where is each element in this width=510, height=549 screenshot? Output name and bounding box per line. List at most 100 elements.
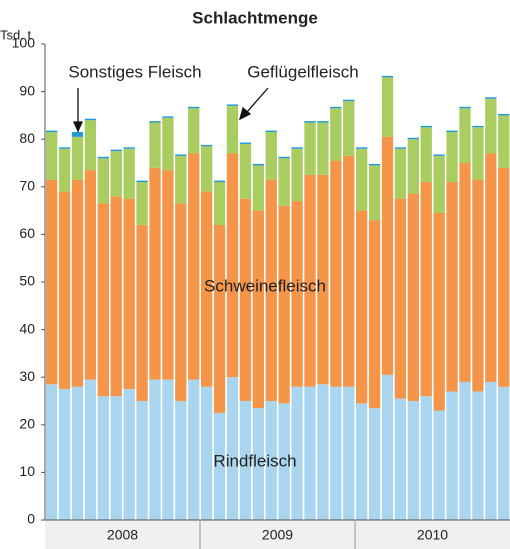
bar-segment [498,113,510,116]
bar-segment [433,410,445,520]
bar-segment [317,122,329,175]
bar-segment [356,403,368,520]
bar-segment [136,182,148,225]
bar-segment [472,391,484,520]
bar-segment [252,210,264,409]
bar-segment [330,160,342,387]
bar-segment [407,139,419,194]
bar-segment [84,170,97,380]
bar-segment [446,130,458,133]
bar-segment [343,99,355,102]
bar-segment [175,401,187,520]
bar-segment [175,203,187,401]
arrow-head [238,106,252,121]
bar-segment [433,154,445,156]
bar-segment [278,403,290,520]
bar-segment [110,196,122,397]
bar-segment [356,148,368,211]
bar-segment [459,163,471,382]
bar-segment [420,127,432,183]
annotation: Sonstiges Fleisch [68,62,201,81]
bar-segment [46,384,58,520]
y-tick-label: 100 [12,35,36,51]
bar-segment [472,125,484,128]
bar-segment [498,386,510,520]
bar-segment [58,389,71,520]
bar-segment [97,396,109,520]
bar-segment [265,132,277,180]
bar-segment [446,391,458,520]
bar-segment [278,156,290,159]
bar-segment [149,121,161,123]
bar-segment [226,105,239,154]
bar-segment [110,151,122,197]
bar-segment [97,158,109,204]
bar-segment [58,148,71,192]
bar-segment [278,205,290,404]
bar-segment [123,147,135,149]
bar-segment [368,165,381,221]
bar-segment [265,401,277,520]
y-tick-label: 70 [19,178,35,194]
bar-segment [265,179,277,401]
y-tick-label: 60 [19,225,35,241]
bar-segment [343,101,355,156]
bar-segment [226,104,239,106]
x-group-label: 2009 [262,527,293,543]
bar-segment [291,148,303,202]
bar-segment [84,379,97,520]
y-tick-label: 30 [19,368,35,384]
bar-segment [58,191,71,390]
annotation: Rindfleisch [213,451,296,470]
x-group-label: 2008 [107,527,138,543]
bar-segment [149,122,161,168]
bar-segment [407,193,419,401]
bar-segment [97,156,109,159]
bar-segment [201,146,213,192]
y-axis-label: Tsd. t [0,27,31,42]
bar-segment [239,401,252,520]
bar-segment [188,108,200,154]
bar-segment [110,396,122,520]
y-tick-label: 40 [19,320,35,336]
x-group-label: 2010 [417,527,448,543]
bar-segment [226,377,239,520]
bar-segment [201,144,213,147]
chart-title: Schlachtmenge [192,8,318,27]
bar-segment [123,148,135,199]
bar-segment [278,158,290,206]
bar-segment [472,179,484,392]
bar-segment [317,384,329,520]
bar-segment [71,136,84,180]
bar-segment [498,115,510,168]
bar-segment [420,396,432,520]
x-axis-band [45,520,510,549]
bar-segment [239,198,252,401]
bar-segment [343,386,355,520]
bar-segment [485,381,497,520]
bar-segment [97,203,109,397]
bar-segment [498,167,510,387]
bar-segment [252,408,264,520]
bar-segment [368,408,381,520]
bar-segment [394,398,407,520]
bar-segment [330,386,342,520]
bar-segment [226,153,239,378]
bar-segment [485,98,497,154]
bar-segment [162,117,174,171]
arrows [72,87,269,133]
arrow-head [72,121,84,133]
bar-segment [433,155,445,213]
bar-segment [304,122,316,175]
bar-segment [368,220,381,409]
bar-segment [368,163,381,166]
y-tick-label: 90 [19,82,35,98]
bar-segment [123,198,135,390]
bar-segment [420,182,432,397]
bars [46,75,510,520]
bar-segment [291,147,303,149]
bar-segment [213,180,226,183]
annotation: Geflügelfleisch [247,62,359,81]
bar-segment [381,136,394,375]
bar-segment [71,132,84,137]
